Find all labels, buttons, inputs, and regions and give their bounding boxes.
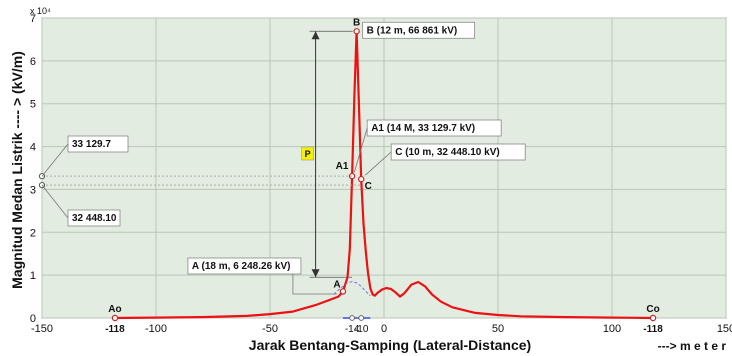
marker-label: C <box>365 181 372 192</box>
markers: Ao Co A A1 C B <box>108 17 660 322</box>
p-arrow-bottom <box>311 269 320 278</box>
x-tick-label-extra: -14 <box>345 324 360 335</box>
p-arrow-top <box>311 31 320 40</box>
annotation-a-leader <box>292 274 337 295</box>
series-line-0 <box>114 30 654 320</box>
x-tick-label-extra: -118 <box>105 324 125 335</box>
annotation-c-text: C (10 m, 32 448.10 kV) <box>395 147 500 158</box>
marker-label: Co <box>646 304 659 315</box>
y-axis-title: Magnitud Medan Listrik ---- > (kV/m) <box>9 51 25 289</box>
x-tick-label: 150 <box>717 323 732 335</box>
series-line-1 <box>333 281 371 297</box>
marker-point <box>348 172 356 180</box>
marker-label: A <box>333 279 340 290</box>
y-tick-label: 2 <box>30 227 36 239</box>
marker-point <box>339 288 347 295</box>
y-tick-label: 4 <box>30 142 36 154</box>
left-leader-lower <box>41 184 69 219</box>
y-tick-label: 3 <box>30 184 36 196</box>
y-tick-label: 5 <box>30 99 36 111</box>
marker-label: B <box>353 17 360 28</box>
marker-label: Ao <box>108 304 121 315</box>
x-axis-unit: ---> m e t e r <box>658 339 727 353</box>
x-tick-label-extra: -10 <box>354 324 369 335</box>
annotation-a1-text: A1 (14 M, 33 129.7 kV) <box>371 123 475 134</box>
annotation-a-box <box>187 257 302 275</box>
x-tick-label: -100 <box>145 323 167 335</box>
annotations: B (12 m, 66 861 kV) A1 (14 M, 33 129.7 kV… <box>38 21 526 295</box>
marker-point <box>649 314 657 322</box>
p-label: P <box>305 149 311 159</box>
y-tick-label: 6 <box>30 56 36 68</box>
x-marker-point <box>349 315 355 321</box>
annotation-left-upper-text: 33 129.7 <box>72 139 111 150</box>
y-exponent: x 10⁴ <box>30 6 51 16</box>
marker-point <box>111 314 119 322</box>
x-tick-label: 0 <box>381 323 387 335</box>
annotation-a1-box <box>366 119 502 137</box>
lines <box>114 30 654 320</box>
y-tick-label: 7 <box>30 13 36 25</box>
x-axis-title: Jarak Bentang-Samping (Lateral-Distance) <box>249 337 531 353</box>
marker-point <box>353 28 360 35</box>
ticks: -150 -100 -50 0 50 100 150 0 1 2 3 4 5 6 7 -118 -118 -14-… <box>30 13 732 335</box>
annotation-left-lower-text: 32 448.10 <box>72 213 117 224</box>
marker-label: A1 <box>336 161 349 172</box>
y-tick-label: 1 <box>30 270 36 282</box>
annotation-c-leader <box>364 151 392 176</box>
x-tick-label: -150 <box>31 323 53 335</box>
x-tick-label-extra: -118 <box>643 324 663 335</box>
x-tick-label: 50 <box>492 323 504 335</box>
p-label-box <box>301 146 314 161</box>
annotation-a1-leader <box>353 127 368 173</box>
left-leader-upper <box>41 143 69 177</box>
x-tick-label: -50 <box>262 323 278 335</box>
grid <box>41 17 727 319</box>
x-tick-label: 100 <box>603 323 621 335</box>
annotation-b-box <box>362 21 476 39</box>
x-marker-point <box>358 315 365 321</box>
annotation-b-text: B (12 m, 66 861 kV) <box>367 25 458 36</box>
annotation-a-text: A (18 m, 6 248.26 kV) <box>192 261 291 272</box>
marker-point <box>358 175 365 183</box>
y-tick-label: 0 <box>30 313 36 325</box>
